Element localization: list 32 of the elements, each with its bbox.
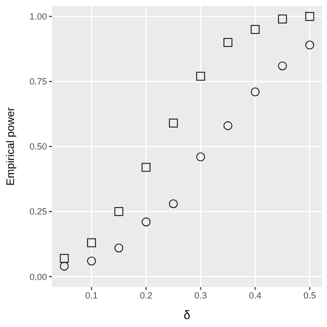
y-tick-label: 1.00 <box>29 12 47 22</box>
point <box>142 162 150 172</box>
point <box>224 121 232 130</box>
point <box>87 256 96 266</box>
x-tick-label: 0.1 <box>85 290 98 300</box>
point <box>60 262 69 271</box>
y-tick-label: 0.00 <box>29 272 47 282</box>
point <box>250 25 260 34</box>
y-tick-label: 0.50 <box>29 142 47 152</box>
y-tick-label: 0.25 <box>29 206 47 217</box>
y-tick-label: 0.75 <box>29 76 47 87</box>
point <box>142 218 150 226</box>
x-tick-label: 0.3 <box>194 290 207 300</box>
x-tick-label: 0.4 <box>248 290 262 300</box>
x-tick-label: 0.2 <box>140 290 152 300</box>
point <box>250 87 260 96</box>
point <box>87 238 96 248</box>
point <box>278 14 287 24</box>
x-axis-title: δ <box>184 308 191 322</box>
y-axis-title: Empirical power <box>4 107 17 186</box>
point <box>196 152 206 162</box>
point <box>114 244 124 252</box>
x-tick-label: 0.5 <box>303 290 316 300</box>
point <box>196 72 206 81</box>
point <box>168 199 178 208</box>
point <box>168 118 178 128</box>
point <box>224 38 232 47</box>
point <box>305 12 314 21</box>
point <box>278 61 287 70</box>
point <box>114 207 124 216</box>
point <box>60 254 69 263</box>
point <box>305 40 314 50</box>
